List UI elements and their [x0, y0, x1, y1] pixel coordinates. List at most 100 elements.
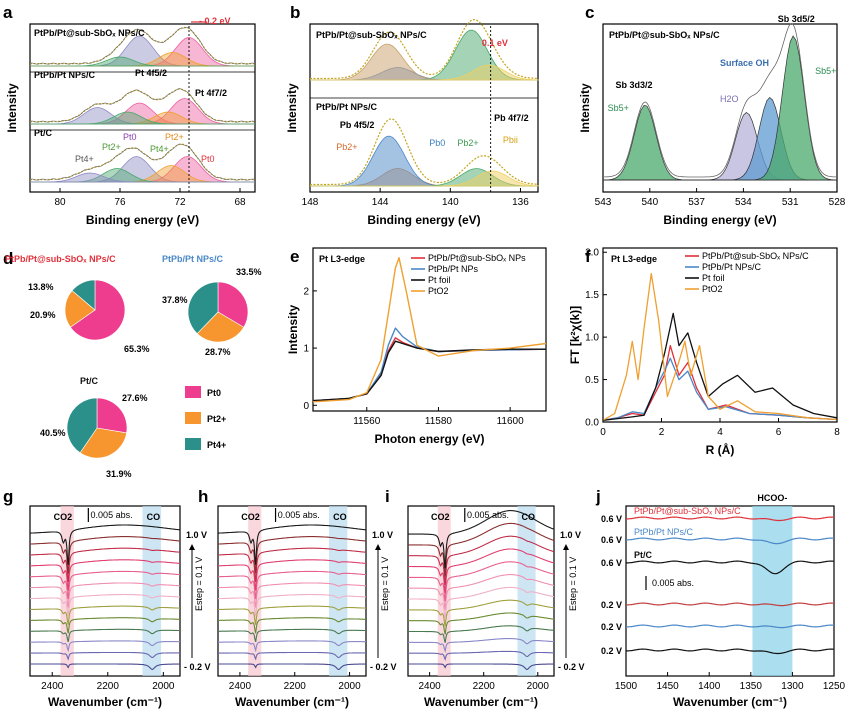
- spectrum-line: [408, 586, 555, 619]
- x-tick-label: 1400: [698, 681, 721, 692]
- x-tick-label: 1350: [740, 681, 763, 692]
- panel-a-frame: [29, 23, 256, 193]
- panel-g-frame: [29, 505, 181, 677]
- pie-slice: [196, 311, 245, 343]
- sample-label: PtPb/Pt@sub-SbOₓ NPs/C: [316, 30, 427, 40]
- peak-label: Pb 4f7/2: [494, 113, 529, 123]
- spectrum-line: [218, 651, 366, 661]
- x-tick-label: 540: [641, 197, 658, 208]
- potential-label: 1.0 V: [560, 530, 581, 540]
- spectrum-line: [217, 582, 366, 608]
- band-label: CO: [333, 512, 347, 522]
- spectrum-line: [218, 559, 366, 591]
- panel-label: b: [290, 3, 300, 22]
- x-tick-label: 1500: [615, 681, 638, 692]
- spectrum-line: [218, 605, 367, 625]
- spectrum-line: [30, 663, 180, 670]
- pie-title: PtPb/Pt NPs/C: [162, 254, 224, 264]
- potential-label: 0.6 V: [601, 535, 622, 545]
- spectrum-line: [408, 612, 555, 635]
- species-label: Pt0: [123, 132, 137, 142]
- x-tick-label: 2400: [229, 681, 252, 692]
- x-tick-label: 1250: [823, 681, 846, 692]
- fit-peak: [310, 64, 539, 81]
- band-label: CO: [147, 512, 161, 522]
- y-tick-label: 2: [303, 286, 309, 297]
- potential-label: - 0.2 V: [370, 662, 397, 672]
- species-label: Pt2+: [165, 132, 184, 142]
- spectrum-line: [408, 599, 555, 627]
- sample-label: PtPb/Pt@sub-SbOₓ NPs/C: [609, 30, 720, 40]
- x-tick-label: 1450: [656, 681, 679, 692]
- sample-label: PtPb/Pt@sub-SbOₓ NPs/C: [634, 506, 741, 516]
- x-tick-label: 534: [735, 197, 752, 208]
- x-tick-label: 4: [717, 427, 723, 438]
- species-label: Pt4+: [75, 154, 94, 164]
- pie-slice: [71, 279, 96, 311]
- spectrum-line: [30, 617, 180, 634]
- species-label: Pt2+: [102, 142, 121, 152]
- spectrum-line: [30, 605, 181, 625]
- spectrum-line: [30, 628, 180, 643]
- x-tick-label: 80: [54, 197, 66, 208]
- legend-label: PtPb/Pt@sub-SbOₓ NPs: [428, 253, 526, 263]
- species-label: Pb2+: [457, 138, 478, 148]
- panel-label: a: [3, 3, 13, 22]
- series-line: [602, 272, 838, 421]
- legend-label: Pt4+: [207, 440, 226, 450]
- spectrum-line: [30, 651, 180, 661]
- spectrum-line: [408, 638, 554, 654]
- spectrum-line: [29, 593, 181, 617]
- pie-value-label: 28.7%: [205, 347, 231, 357]
- potential-label: 0.2 V: [601, 600, 622, 610]
- co-band: [329, 506, 348, 676]
- spectrum-line: [218, 547, 367, 582]
- step-label: Estep = 0.1 V: [380, 557, 390, 611]
- fit-peak: [30, 172, 255, 183]
- peak-label: Pt 4f7/2: [195, 88, 227, 98]
- x-tick-label: 68: [234, 197, 246, 208]
- envelope-curve: [310, 18, 539, 80]
- sample-label: PtPb/Pt NPs/C: [634, 527, 694, 537]
- x-tick-label: 531: [782, 197, 799, 208]
- peak-label: Pb 4f5/2: [340, 120, 375, 130]
- spectrum-line: [408, 522, 555, 577]
- pie-value-label: 65.3%: [124, 344, 150, 354]
- chart-title: Pt L3-edge: [611, 254, 657, 264]
- spectrum-line: [30, 559, 180, 591]
- scale-label: 0.005 abs.: [652, 578, 694, 588]
- spectrum-line: [30, 524, 181, 565]
- chart-title: Pt L3-edge: [319, 254, 365, 264]
- pie-value-label: 40.5%: [40, 428, 66, 438]
- legend-label: Pt2+: [207, 414, 226, 424]
- panel-label: j: [595, 487, 601, 506]
- pie-value-label: 20.9%: [30, 310, 56, 320]
- fit-peak: [603, 35, 838, 181]
- scale-label: 0.005 abs.: [91, 510, 133, 520]
- pie-slice: [187, 281, 219, 335]
- x-axis-title: Binding energy (eV): [86, 213, 199, 227]
- legend-label: PtO2: [428, 286, 449, 296]
- spectrum-line: [408, 548, 555, 594]
- x-tick-label: 2000: [527, 681, 550, 692]
- x-tick-label: 72: [174, 197, 186, 208]
- spectrum-line: [408, 510, 555, 569]
- scale-label: 0.005 abs.: [467, 510, 509, 520]
- spectrum-line: [30, 570, 180, 600]
- spectrum-line: [408, 561, 555, 602]
- y-tick-label: 0.5: [585, 375, 599, 386]
- x-axis-title: Wavenumber (cm⁻¹): [235, 695, 349, 709]
- pie-value-label: 27.6%: [122, 393, 148, 403]
- panel-label: e: [290, 247, 299, 266]
- species-label: Sb5+: [608, 103, 629, 113]
- species-label: Pb2+: [336, 142, 357, 152]
- legend-label: PtO2: [702, 284, 723, 294]
- pie-value-label: 31.9%: [106, 469, 132, 479]
- series-line: [602, 312, 838, 421]
- x-tick-label: 2200: [284, 681, 307, 692]
- x-tick-label: 2200: [473, 681, 496, 692]
- pie-slice: [66, 397, 98, 454]
- spectrum-line: [626, 648, 834, 655]
- step-label: Estep = 0.1 V: [194, 557, 204, 611]
- peak-label: Surface OH: [720, 58, 769, 68]
